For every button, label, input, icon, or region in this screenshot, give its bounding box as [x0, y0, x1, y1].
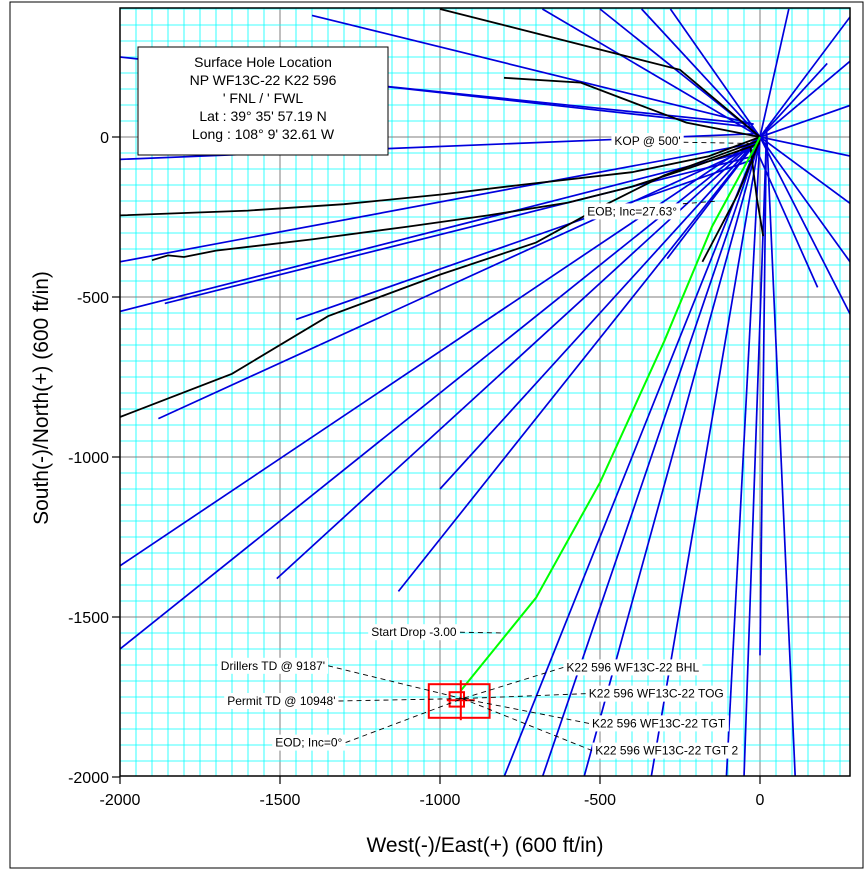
x-tick-label: 0: [756, 792, 765, 809]
annotation-label: Permit TD @ 10948': [227, 694, 335, 708]
annotation-label: K22 596 WF13C-22 TOG: [589, 687, 724, 701]
offset-well-line: [759, 62, 828, 138]
y-tick-label: -1500: [68, 610, 109, 627]
offset-well-line: [743, 136, 768, 776]
x-tick-label: -1500: [260, 792, 301, 809]
info-line-5: Long : 108° 9' 32.61 W: [192, 126, 335, 142]
info-line-3: ' FNL / ' FWL: [223, 90, 303, 106]
y-tick-label: 0: [100, 130, 109, 147]
offset-well-line: [765, 127, 797, 776]
offset-well-line: [759, 136, 850, 316]
offset-wells: [120, 8, 850, 776]
axis-ticks: -2000 -1500 -1000 -500 0 -2000 -1500 -1000 -500 0: [68, 130, 764, 809]
annotation-background: [589, 715, 729, 732]
offset-well-line: [666, 136, 761, 260]
offset-well-line: [759, 60, 850, 138]
y-tick-label: -1000: [68, 450, 109, 467]
plan-well-line: [460, 136, 761, 692]
info-line-4: Lat : 39° 35' 57.19 N: [199, 108, 326, 124]
annotation-background: [224, 693, 339, 709]
offset-well-line: [759, 136, 850, 205]
offset-well-line: [749, 146, 765, 237]
offset-well-line: [164, 155, 754, 305]
offset-well-line: [397, 136, 761, 592]
annotation-background: [592, 742, 742, 759]
offset-well-line: [759, 8, 790, 138]
annotation-background: [563, 659, 703, 676]
annotation-label: EOB; Inc=27.63°: [587, 204, 677, 218]
annotation-label: K22 596 WF13C-22 TGT: [592, 716, 726, 730]
offset-well-line: [120, 148, 754, 313]
plot-area-border: [119, 7, 851, 777]
y-axis-title: South(-)/North(+) (600 ft/in): [30, 271, 53, 525]
outer-frame: [9, 1, 864, 869]
offset-well-line: [120, 142, 754, 263]
annotations: KOP @ 500' EOB; Inc=27.63° Start Drop -3.0…: [217, 133, 742, 759]
offset-well-line: [759, 127, 768, 656]
info-line-1: Surface Hole Location: [194, 54, 332, 70]
offset-well-line: [439, 136, 761, 490]
offset-well-line: [640, 8, 761, 138]
annotation-background: [584, 203, 681, 220]
annotation-label: Start Drop -3.00: [371, 625, 457, 639]
offset-well-line: [311, 14, 754, 126]
annotation-label: K22 596 WF13C-22 BHL: [566, 660, 699, 674]
y-tick-label: -500: [77, 290, 109, 307]
target-box: [427, 683, 491, 719]
x-tick-label: -2000: [100, 792, 141, 809]
annotation-background: [272, 734, 346, 751]
offset-well-line: [503, 76, 761, 138]
annotation-label: K22 596 WF13C-22 TGT 2: [595, 744, 738, 758]
annotation-background: [611, 133, 684, 149]
x-axis-title: West(-)/East(+) (600 ft/in): [366, 834, 603, 857]
offset-well-line: [669, 8, 761, 138]
info-box: Surface Hole Location NP WF13C-22 K22 59…: [137, 46, 389, 156]
annotation-leader: [345, 698, 463, 744]
offset-well-line: [725, 136, 761, 776]
annotation-label: KOP @ 500': [614, 134, 680, 148]
x-tick-label: -1000: [420, 792, 461, 809]
annotation-background: [368, 624, 460, 641]
offset-well-line: [541, 8, 761, 138]
annotation-background: [585, 685, 727, 702]
plan-well: [460, 136, 761, 692]
offset-well-line: [752, 143, 819, 288]
annotation-leader: [338, 698, 463, 702]
offset-well-line: [295, 158, 754, 321]
offset-well-line: [158, 145, 754, 420]
annotation-label: EOD; Inc=0°: [275, 736, 342, 750]
offset-well-line: [151, 142, 761, 262]
annotation-background: [217, 657, 329, 674]
offset-well-line: [759, 136, 850, 264]
y-tick-label: -2000: [68, 770, 109, 787]
info-line-2: NP WF13C-22 K22 596: [190, 72, 337, 88]
offset-well-line: [439, 8, 761, 138]
offset-well-line: [759, 104, 850, 138]
annotation-label: Drillers TD @ 9187': [221, 659, 325, 673]
offset-well-line: [759, 15, 850, 138]
offset-well-line: [120, 139, 761, 418]
offset-well-line: [759, 136, 850, 157]
offset-well-line: [503, 136, 761, 776]
annotation-leader: [459, 631, 505, 634]
x-tick-label: -500: [584, 792, 616, 809]
offset-well-line: [120, 136, 761, 650]
info-box-frame: [137, 46, 389, 156]
offset-well-line: [120, 136, 761, 217]
offset-well-line: [318, 78, 754, 126]
annotation-leader: [462, 698, 590, 724]
annotation-leader: [462, 693, 586, 700]
